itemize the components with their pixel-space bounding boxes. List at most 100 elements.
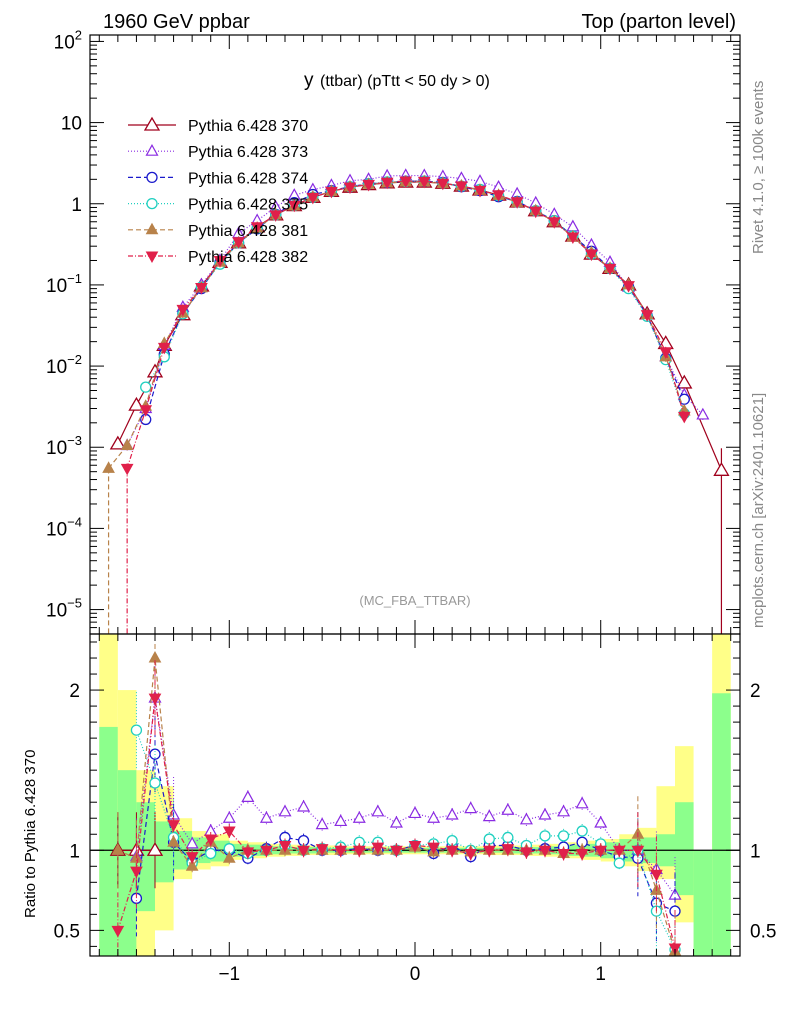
main-point-s370	[109, 435, 126, 450]
ratio-ytick-label-right: 1	[750, 841, 761, 862]
ratio-series-s382	[111, 660, 682, 956]
ratio-point-s375	[149, 777, 161, 789]
ratio-point-s382	[408, 840, 422, 853]
mcplots-label: mcplots.cern.ch [arXiv:2401.10621]	[750, 393, 767, 628]
main-ytick-label: 10	[61, 114, 82, 135]
band-green	[99, 726, 118, 956]
main-point-s373	[566, 219, 580, 232]
main-point-s381	[102, 461, 115, 473]
band-green	[675, 802, 694, 896]
legend-marker	[143, 116, 161, 131]
ratio-ytick-label-right: 2	[750, 681, 761, 702]
main-point-s370	[128, 396, 145, 411]
main-series-s381	[102, 174, 691, 634]
ratio-point-s373	[408, 806, 422, 819]
ratio-point-s382	[222, 826, 236, 839]
ratio-point-s373	[334, 814, 348, 827]
ratio-point-s381	[222, 851, 236, 863]
band-green	[693, 850, 713, 956]
ratio-line-s374	[135, 754, 676, 912]
ratio-point-s373	[389, 815, 403, 828]
main-ytick-label: 1	[71, 195, 82, 216]
legend-label: Pythia 6.428 373	[188, 144, 308, 161]
main-point-s382	[677, 411, 691, 424]
ratio-point-s375	[613, 857, 625, 869]
ratio-point-s373	[519, 812, 533, 825]
ratio-line-s381	[117, 657, 676, 952]
legend-entry-s375: Pythia 6.428 375	[128, 197, 308, 214]
ratio-point-s382	[520, 847, 533, 859]
legend-label: Pythia 6.428 381	[188, 223, 308, 240]
main-point-s382	[436, 178, 450, 191]
main-series-s370	[109, 173, 730, 634]
main-point-s382	[232, 237, 245, 249]
ratio-point-s382	[650, 869, 663, 882]
ratio-series-layer	[109, 634, 682, 956]
ratio-xtick-label: −1	[218, 964, 240, 985]
ratio-point-s382	[204, 834, 218, 847]
ratio-point-s382	[278, 840, 292, 853]
ratio-point-s375	[539, 830, 551, 842]
ratio-point-s382	[297, 845, 310, 858]
ratio-point-s382	[241, 847, 255, 859]
ratio-point-s382	[575, 848, 589, 861]
main-line-s373	[126, 174, 704, 446]
ratio-point-s373	[241, 790, 255, 803]
main-title-y: y	[304, 70, 314, 91]
legend-marker	[145, 222, 159, 235]
main-point-s382	[529, 206, 543, 219]
ratio-point-s375	[130, 724, 143, 736]
main-line-s374	[145, 180, 685, 420]
ratio-point-s382	[501, 844, 515, 856]
ratio-ytick-label-left: 2	[69, 681, 80, 702]
ratio-point-s381	[185, 859, 199, 871]
ratio-point-s381	[167, 835, 180, 847]
main-ytick-label: 10−3	[46, 433, 82, 459]
legend-label: Pythia 6.428 374	[188, 170, 308, 187]
main-point-s382	[306, 192, 320, 205]
ratio-point-s373	[259, 810, 273, 823]
ratio-point-s375	[483, 833, 495, 845]
main-point-s382	[343, 182, 357, 195]
main-series-s382	[120, 175, 691, 634]
ratio-point-s373	[445, 807, 459, 820]
main-title: y (ttbar) (pTtt < 50 dy > 0)	[304, 70, 490, 91]
legend-marker	[145, 251, 159, 264]
ratio-ytick-label-left: 0.5	[54, 921, 80, 942]
legend-label: Pythia 6.428 375	[188, 197, 308, 214]
ratio-series-s381	[111, 634, 682, 956]
ratio-point-s382	[371, 842, 385, 855]
main-axes: 10−5 10−4 10−3 10−2 10−1 1 10 102	[46, 27, 741, 635]
main-point-s382	[120, 463, 134, 476]
ratio-point-s382	[130, 866, 143, 879]
ratio-point-s375	[557, 830, 570, 842]
ratio-point-s375	[576, 825, 588, 837]
ratio-point-s370	[146, 841, 164, 856]
main-point-s382	[362, 179, 375, 192]
main-point-s370	[676, 374, 693, 389]
ratio-point-s381	[111, 843, 125, 855]
ratio-point-s382	[668, 943, 682, 956]
ratio-ytick-label-left: 1	[69, 841, 80, 862]
legend-entry-s381: Pythia 6.428 381	[128, 222, 308, 240]
band-green	[117, 770, 137, 956]
ratio-axes: 0.5 0.5 1 1 2 2 −1 0 1	[54, 633, 776, 985]
ratio-point-s373	[278, 804, 292, 817]
legend-label: Pythia 6.428 370	[188, 118, 308, 135]
ratio-point-s382	[612, 845, 626, 858]
main-point-s382	[325, 186, 338, 199]
main-point-s382	[510, 197, 524, 209]
band-green	[712, 693, 731, 956]
ratio-point-s373	[297, 799, 311, 812]
ratio-frame	[89, 633, 741, 957]
ratio-point-s382	[185, 852, 199, 864]
ratio-point-s382	[334, 845, 348, 858]
ratio-point-s373	[185, 836, 199, 849]
main-point-s382	[603, 263, 617, 276]
ratio-bands	[90, 634, 740, 956]
ratio-point-s382	[167, 820, 180, 832]
main-point-s382	[492, 190, 505, 202]
watermark: (MC_FBA_TTBAR)	[359, 593, 470, 608]
legend: Pythia 6.428 370 Pythia 6.428 373 Pythia 6…	[128, 116, 308, 266]
